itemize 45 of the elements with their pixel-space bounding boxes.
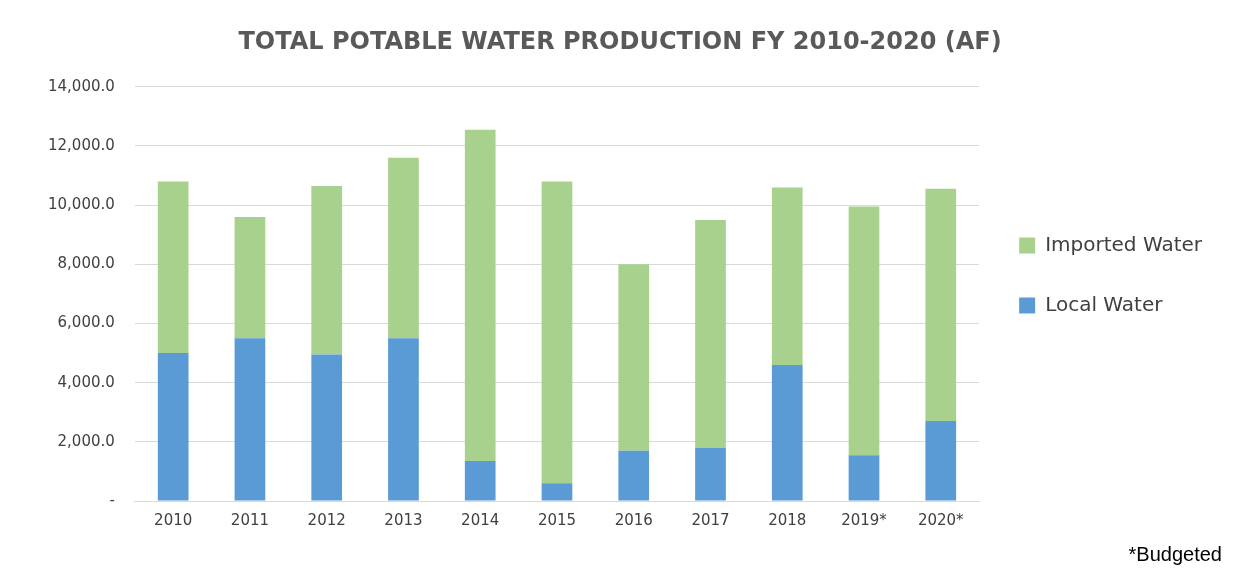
chart-title: TOTAL POTABLE WATER PRODUCTION FY 2010-2020 (AF) [238,26,1002,55]
y-tick-label: 12,000.0 [48,135,115,154]
text: *Budgeted [1127,543,1223,566]
x-tick-label: 2013 [384,510,423,529]
x-tick-label: 2016 [614,510,653,529]
x-tick-label: 2017 [691,510,730,529]
x-tick-label: 2015 [537,510,577,529]
x-tick-label: 2012 [307,510,346,529]
bar [771,364,803,501]
y-tick-label: 10,000.0 [48,195,115,214]
x-tick-label: 2011 [230,510,270,529]
bar [157,181,189,354]
bar [311,354,343,501]
legend-label: Imported Water [1045,231,1203,256]
y-tick-label: 14,000.0 [48,76,115,95]
bar [925,421,957,501]
y-tick-label: 6,000.0 [57,313,115,332]
bar [618,264,650,451]
x-tick-label: 2020* [917,510,965,529]
bar [695,447,726,501]
legend-label: Local Water [1045,291,1164,316]
bar [388,338,419,501]
bar [541,483,573,501]
bar [234,216,266,339]
bar [464,129,496,462]
x-tick-label: 2019* [841,510,888,529]
bar [464,461,496,501]
bar [311,185,343,355]
bar [848,455,880,501]
y-tick-label: 8,000.0 [57,254,115,273]
x-tick-label: 2014 [461,510,500,529]
y-tick-label: 4,000.0 [57,372,115,391]
x-tick-label: 2010 [154,510,193,529]
bar [388,157,419,339]
bar [771,187,803,365]
bar [925,188,957,422]
y-tick-label: 2,000.0 [57,431,115,450]
bar [695,219,726,448]
bar [618,450,650,501]
bar [541,181,573,484]
bar [848,206,880,456]
y-tick-label: - [109,490,115,509]
bar [234,338,266,501]
x-tick-label: 2018 [768,510,807,529]
bar [157,353,189,501]
